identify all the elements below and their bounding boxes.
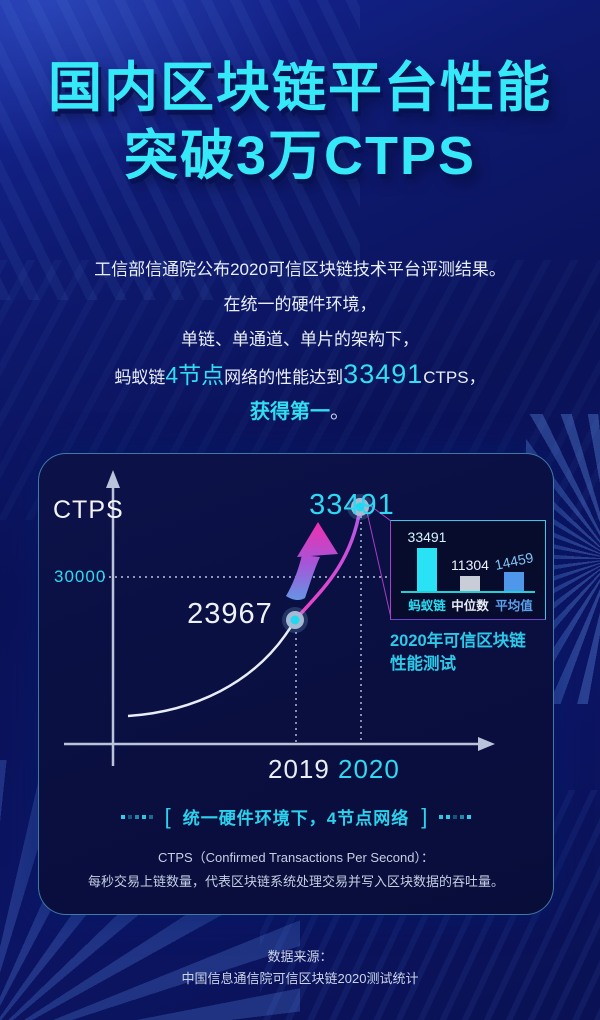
inset-bar-value-蚂蚁链: 33491 [407, 529, 447, 545]
ctps-definition: CTPS（Confirmed Transactions Per Second）：… [39, 846, 553, 894]
point-2020-core [355, 502, 365, 512]
callout-line-bottom [366, 511, 392, 619]
y-axis-arrowhead [106, 470, 120, 488]
intro-line4-highlight-value: 33491 [343, 359, 424, 389]
growth-curve-2019 [127, 619, 297, 718]
ctps-definition-line1: CTPS（Confirmed Transactions Per Second）： [158, 850, 434, 865]
inset-bar-平均值 [504, 572, 524, 591]
x-tick-2019: 2019 [268, 754, 330, 784]
point-label-33491: 33491 [309, 489, 395, 521]
inset-caption-line2: 性能测试 [390, 655, 456, 673]
data-source-label: 数据来源： [267, 949, 333, 964]
inset-bar-chart: 33491 蚂蚁链 11304 中位数 14459 平均值 [390, 520, 546, 620]
page-title-line2: 突破3万CTPS [123, 126, 477, 186]
y-axis-label: CTPS [53, 496, 124, 524]
chart-card: CTPS 30000 23967 33491 2019 2020 33491 蚂蚁… [38, 453, 554, 915]
callout-line-top [367, 503, 392, 522]
intro-line5-highlight: 获得第一 [250, 401, 330, 423]
intro-line1: 工信部信通院公布2020可信区块链技术平台评测结果。 [94, 260, 506, 279]
growth-arrow-head [297, 522, 338, 557]
condition-note-row: [ 统一硬件环境下，4节点网络 ] [39, 804, 553, 829]
growth-curve-2020 [293, 508, 362, 622]
inset-bar-中位数 [460, 576, 480, 591]
ctps-definition-line2: 每秒交易上链数量，代表区块链系统处理交易并写入区块数据的吞吐量。 [87, 874, 504, 889]
inset-bar-value-平均值: 14459 [493, 549, 535, 573]
page-title: 国内区块链平台性能 突破3万CTPS [0, 54, 600, 190]
inset-bar-value-中位数: 11304 [451, 557, 489, 573]
inset-bar-label-中位数: 中位数 [451, 599, 489, 613]
intro-paragraph: 工信部信通院公布2020可信区块链技术平台评测结果。 在统一的硬件环境， 单链、… [0, 252, 600, 430]
bracket-right: ] [421, 803, 428, 829]
x-axis-arrowhead [478, 737, 495, 751]
intro-line2: 在统一的硬件环境， [223, 295, 377, 314]
page-title-line1: 国内区块链平台性能 [48, 58, 552, 118]
bracket-left: [ [164, 803, 171, 829]
data-source: 数据来源： 中国信息通信院可信区块链2020测试统计 [0, 946, 600, 990]
intro-line4-highlight-nodes: 4节点 [165, 362, 225, 388]
intro-line5: 获得第一。 [0, 395, 600, 430]
inset-caption-line1: 2020年可信区块链 [390, 632, 526, 650]
line-chart-canvas [64, 470, 495, 766]
y-tick-30000: 30000 [54, 567, 107, 586]
growth-arrow-tail [286, 555, 320, 601]
point-label-23967: 23967 [187, 598, 273, 630]
data-source-text: 中国信息通信院可信区块链2020测试统计 [181, 971, 419, 986]
inset-caption: 2020年可信区块链 性能测试 [390, 630, 526, 676]
condition-note-text: 统一硬件环境下，4节点网络 [182, 809, 410, 828]
x-tick-2020: 2020 [338, 754, 400, 784]
inset-bar-label-平均值: 平均值 [495, 599, 533, 613]
intro-line4-pre: 蚂蚁链 [114, 368, 166, 387]
intro-line4: 蚂蚁链4节点网络的性能达到33491CTPS， [0, 357, 600, 395]
intro-line4-post: CTPS， [423, 368, 486, 387]
intro-line5-period: 。 [330, 401, 350, 423]
intro-line3: 单链、单通道、单片的架构下， [181, 330, 419, 349]
inset-baseline [401, 591, 535, 593]
point-2019-core [290, 615, 300, 625]
inset-bar-蚂蚁链 [417, 548, 437, 591]
deco-squares-right [439, 814, 472, 819]
intro-line4-mid: 网络的性能达到 [224, 368, 344, 387]
inset-bar-label-蚂蚁链: 蚂蚁链 [408, 599, 446, 613]
deco-squares-left [120, 814, 153, 819]
